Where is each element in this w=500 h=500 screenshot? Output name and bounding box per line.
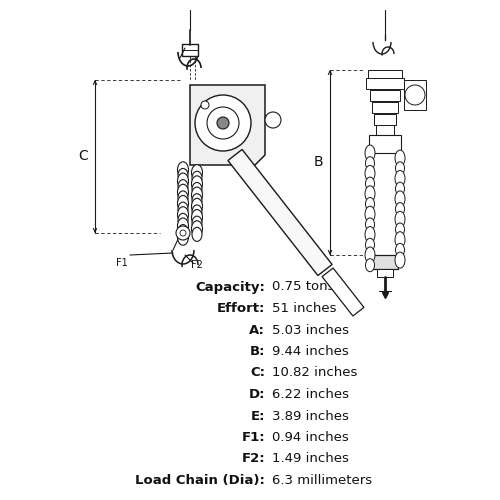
Ellipse shape (192, 164, 202, 180)
Ellipse shape (366, 238, 374, 252)
Circle shape (207, 107, 239, 139)
Ellipse shape (192, 205, 202, 219)
Text: 1.49 inches: 1.49 inches (272, 452, 349, 466)
Text: F1:: F1: (242, 431, 265, 444)
Text: Effort:: Effort: (216, 302, 265, 315)
Bar (372, 255, 398, 269)
Ellipse shape (395, 170, 405, 186)
Ellipse shape (178, 191, 188, 205)
Polygon shape (190, 85, 265, 165)
Text: B:: B: (250, 345, 265, 358)
Ellipse shape (178, 196, 188, 212)
Ellipse shape (192, 221, 202, 237)
Ellipse shape (178, 168, 188, 182)
Ellipse shape (178, 173, 188, 189)
Ellipse shape (395, 232, 405, 248)
Ellipse shape (365, 166, 375, 182)
Ellipse shape (396, 182, 404, 195)
Ellipse shape (366, 156, 374, 170)
Ellipse shape (366, 258, 374, 272)
Text: E:: E: (250, 410, 265, 422)
Text: 9.44 inches: 9.44 inches (272, 345, 349, 358)
Bar (182, 44, 198, 56)
Ellipse shape (396, 202, 404, 215)
Ellipse shape (192, 182, 202, 196)
Ellipse shape (178, 180, 188, 194)
Text: F2: F2 (191, 260, 203, 270)
Ellipse shape (178, 206, 188, 222)
Ellipse shape (192, 198, 202, 214)
Text: 0.94 inches: 0.94 inches (272, 431, 349, 444)
Bar (366, 78, 404, 89)
Bar (374, 114, 396, 125)
Ellipse shape (178, 218, 188, 234)
Ellipse shape (178, 162, 188, 178)
Text: D:: D: (248, 388, 265, 401)
Text: C: C (78, 150, 88, 164)
Bar (370, 90, 400, 101)
Ellipse shape (178, 224, 188, 238)
Ellipse shape (178, 202, 188, 216)
Ellipse shape (395, 150, 405, 166)
Text: A:: A: (249, 324, 265, 336)
Bar (372, 102, 398, 113)
Ellipse shape (396, 162, 404, 175)
Text: 6.22 inches: 6.22 inches (272, 388, 349, 401)
Text: Tiger: Tiger (266, 197, 284, 216)
Bar (368, 70, 402, 81)
Ellipse shape (365, 186, 375, 202)
Text: 51 inches: 51 inches (272, 302, 336, 315)
Circle shape (201, 101, 209, 109)
Text: 10.82 inches: 10.82 inches (272, 366, 358, 380)
Ellipse shape (395, 212, 405, 228)
Text: F1: F1 (116, 258, 128, 268)
Ellipse shape (396, 244, 404, 256)
Text: B: B (313, 156, 323, 170)
Circle shape (265, 112, 281, 128)
Text: 6.3 millimeters: 6.3 millimeters (272, 474, 372, 487)
Text: C:: C: (250, 366, 265, 380)
Circle shape (195, 95, 251, 151)
Circle shape (217, 117, 229, 129)
Ellipse shape (192, 228, 202, 241)
Ellipse shape (366, 198, 374, 210)
Ellipse shape (365, 206, 375, 222)
Text: 0.75 tons: 0.75 tons (272, 280, 334, 293)
Ellipse shape (192, 210, 202, 226)
Text: Capacity:: Capacity: (195, 280, 265, 293)
Circle shape (405, 85, 425, 105)
Ellipse shape (366, 218, 374, 231)
Ellipse shape (192, 171, 202, 185)
Ellipse shape (365, 247, 375, 263)
Ellipse shape (192, 187, 202, 203)
Text: Load Chain (Dia):: Load Chain (Dia): (135, 474, 265, 487)
Ellipse shape (395, 252, 405, 268)
Circle shape (180, 230, 186, 236)
Circle shape (176, 226, 190, 240)
Bar (369, 135, 401, 153)
Ellipse shape (178, 184, 188, 200)
Polygon shape (228, 150, 332, 276)
Bar (376, 125, 394, 136)
Ellipse shape (365, 145, 375, 161)
Bar (377, 269, 393, 277)
Ellipse shape (178, 214, 188, 228)
Ellipse shape (192, 194, 202, 207)
Text: 5.03 inches: 5.03 inches (272, 324, 349, 336)
Ellipse shape (396, 223, 404, 236)
Text: 3.89 inches: 3.89 inches (272, 410, 349, 422)
Polygon shape (322, 268, 364, 316)
Ellipse shape (365, 226, 375, 242)
Text: F2:: F2: (242, 452, 265, 466)
Ellipse shape (192, 176, 202, 192)
Ellipse shape (395, 191, 405, 207)
Ellipse shape (366, 177, 374, 190)
Bar (404, 80, 426, 110)
Ellipse shape (192, 216, 202, 230)
Ellipse shape (178, 229, 188, 245)
